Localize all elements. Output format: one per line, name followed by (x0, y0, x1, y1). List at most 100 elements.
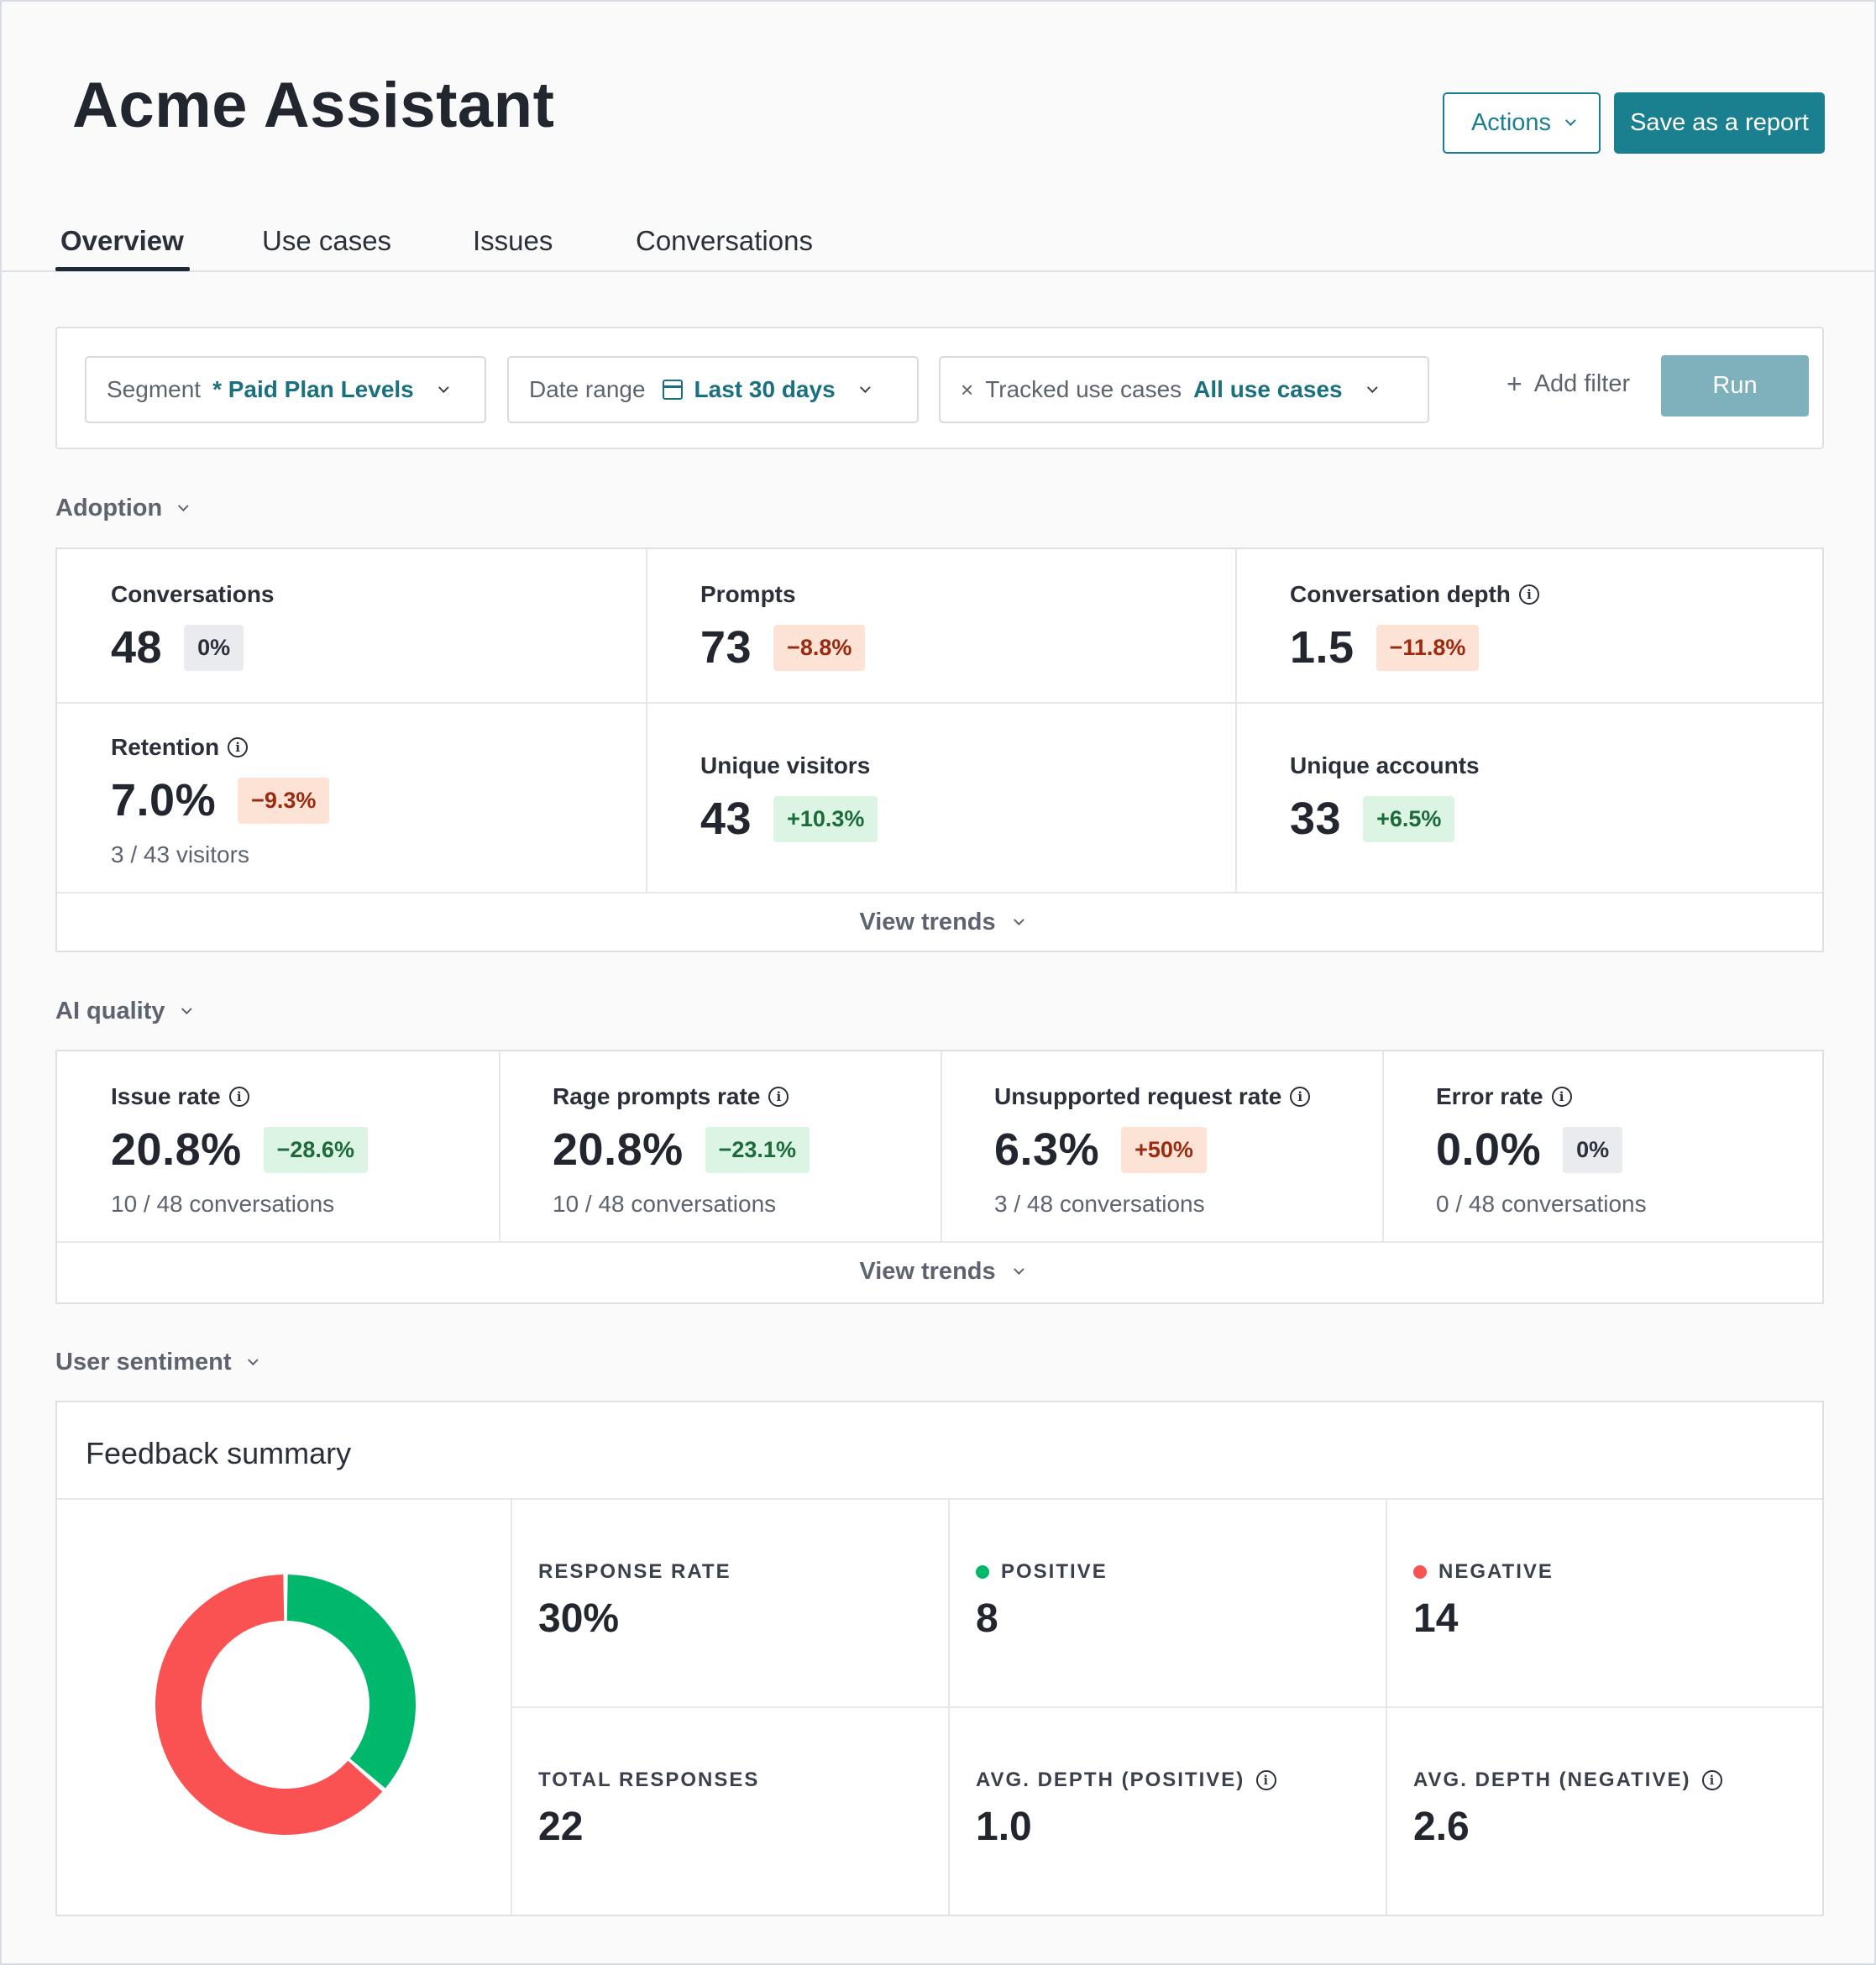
chevron-down-icon (438, 381, 449, 393)
ai-quality-section-toggle[interactable]: AI quality (55, 998, 192, 1025)
stat-value: 2.6 (1413, 1805, 1470, 1849)
close-icon[interactable]: × (961, 376, 974, 402)
metric-label: Rage prompts rate (553, 1083, 761, 1109)
metric-conversations: Conversations 48 0% (111, 581, 275, 673)
metric-label: Retention (111, 734, 220, 760)
divider (57, 892, 1822, 893)
divider (1382, 1051, 1384, 1241)
tab-overview[interactable]: Overview (60, 225, 184, 256)
segment-filter-value: * Paid Plan Levels (212, 376, 414, 402)
tracked-use-cases-label: Tracked use cases (985, 376, 1182, 402)
plus-icon: + (1507, 369, 1522, 399)
date-range-label: Date range (529, 376, 646, 402)
stat-value: 14 (1413, 1596, 1459, 1641)
segment-filter-label: Segment (107, 376, 202, 402)
divider (499, 1051, 500, 1241)
chevron-down-icon (859, 381, 871, 393)
feedback-donut-chart (155, 1575, 417, 1835)
info-icon[interactable]: i (228, 737, 249, 757)
stat-negative: NEGATIVE 14 (1413, 1560, 1554, 1642)
adoption-section-title: Adoption (55, 495, 163, 521)
info-icon[interactable]: i (1551, 1087, 1572, 1107)
info-icon[interactable]: i (1518, 584, 1539, 605)
change-badge: −11.8% (1376, 624, 1480, 671)
metric-value: 1.5 (1290, 622, 1355, 673)
ai-quality-section-title: AI quality (55, 998, 165, 1024)
metric-subtext: 0 / 48 conversations (1436, 1191, 1647, 1217)
calendar-icon (662, 380, 683, 400)
tab-use-cases[interactable]: Use cases (262, 225, 392, 256)
divider (57, 702, 1822, 704)
adoption-card: Conversations 48 0% Prompts 73 −8.8% Con… (55, 548, 1824, 952)
metric-value: 43 (700, 794, 752, 844)
run-button[interactable]: Run (1661, 355, 1809, 417)
metric-unique-visitors: Unique visitors 43 +10.3% (700, 752, 878, 845)
info-icon[interactable]: i (1256, 1770, 1277, 1790)
metric-value: 0.0% (1436, 1124, 1542, 1175)
donut-slice-positive (286, 1575, 417, 1789)
stat-label: NEGATIVE (1438, 1560, 1554, 1583)
date-range-filter[interactable]: Date range Last 30 days (507, 356, 919, 423)
stat-avg-depth-positive: AVG. DEPTH (POSITIVE) i 1.0 (976, 1768, 1277, 1850)
metric-label: Conversations (111, 581, 275, 607)
chevron-down-icon (1013, 1264, 1024, 1276)
metric-subtext: 10 / 48 conversations (111, 1191, 335, 1217)
stat-label: TOTAL RESPONSES (538, 1768, 760, 1791)
info-icon[interactable]: i (768, 1087, 789, 1107)
change-badge: −28.6% (263, 1126, 368, 1173)
info-icon[interactable]: i (1702, 1770, 1723, 1790)
view-trends-button[interactable]: View trends (57, 909, 1822, 936)
info-icon[interactable]: i (1290, 1087, 1311, 1107)
change-badge: +6.5% (1363, 795, 1455, 842)
change-badge: −8.8% (773, 624, 866, 671)
save-report-button[interactable]: Save as a report (1614, 92, 1825, 154)
tab-conversations[interactable]: Conversations (636, 225, 813, 256)
chevron-down-icon (1565, 115, 1576, 127)
metric-error-rate: Error rate i 0.0% 0% 0 / 48 conversation… (1436, 1083, 1647, 1218)
metric-value: 73 (700, 622, 752, 673)
change-badge: 0% (1563, 1126, 1623, 1173)
metric-label: Unique accounts (1290, 752, 1480, 778)
date-range-value: Last 30 days (694, 376, 836, 402)
metric-value: 6.3% (994, 1124, 1100, 1175)
negative-dot-icon (1413, 1565, 1427, 1579)
metric-value: 20.8% (111, 1124, 242, 1175)
metric-value: 20.8% (553, 1124, 684, 1175)
positive-dot-icon (976, 1565, 989, 1579)
metric-label: Conversation depth (1290, 581, 1511, 607)
metric-subtext: 3 / 43 visitors (111, 841, 249, 867)
active-tab-indicator (55, 267, 190, 271)
divider (511, 1706, 1822, 1708)
tab-issues[interactable]: Issues (473, 225, 553, 256)
stat-total-responses: TOTAL RESPONSES 22 (538, 1768, 759, 1850)
actions-button-label: Actions (1470, 109, 1552, 136)
tracked-use-cases-filter[interactable]: × Tracked use cases All use cases (939, 356, 1429, 423)
add-filter-button[interactable]: + Add filter (1507, 369, 1630, 400)
tab-bar: Overview Use cases Issues Conversations (0, 217, 1876, 272)
segment-filter[interactable]: Segment * Paid Plan Levels (85, 356, 486, 423)
donut-slice-negative (155, 1575, 383, 1835)
divider (57, 1241, 1822, 1243)
metric-prompts: Prompts 73 −8.8% (700, 581, 866, 673)
divider (57, 1498, 1822, 1500)
user-sentiment-section-toggle[interactable]: User sentiment (55, 1349, 259, 1376)
divider (1235, 549, 1237, 892)
adoption-section-toggle[interactable]: Adoption (55, 495, 189, 522)
metric-value: 48 (111, 622, 163, 673)
metric-label: Unsupported request rate (994, 1083, 1282, 1109)
stat-value: 22 (538, 1805, 584, 1849)
stat-value: 1.0 (976, 1805, 1032, 1849)
stat-positive: POSITIVE 8 (976, 1560, 1108, 1642)
feedback-summary-title: Feedback summary (86, 1436, 352, 1470)
ai-quality-card: Issue rate i 20.8% −28.6% 10 / 48 conver… (55, 1050, 1824, 1304)
change-badge: 0% (184, 624, 244, 671)
info-icon[interactable]: i (228, 1087, 249, 1107)
stat-label: POSITIVE (1001, 1560, 1108, 1583)
view-trends-button[interactable]: View trends (57, 1258, 1822, 1286)
metric-subtext: 3 / 48 conversations (994, 1191, 1205, 1217)
user-sentiment-section-title: User sentiment (55, 1349, 232, 1376)
metric-conversation-depth: Conversation depth i 1.5 −11.8% (1290, 581, 1539, 673)
actions-button[interactable]: Actions (1443, 92, 1601, 154)
change-badge: −23.1% (705, 1126, 810, 1173)
